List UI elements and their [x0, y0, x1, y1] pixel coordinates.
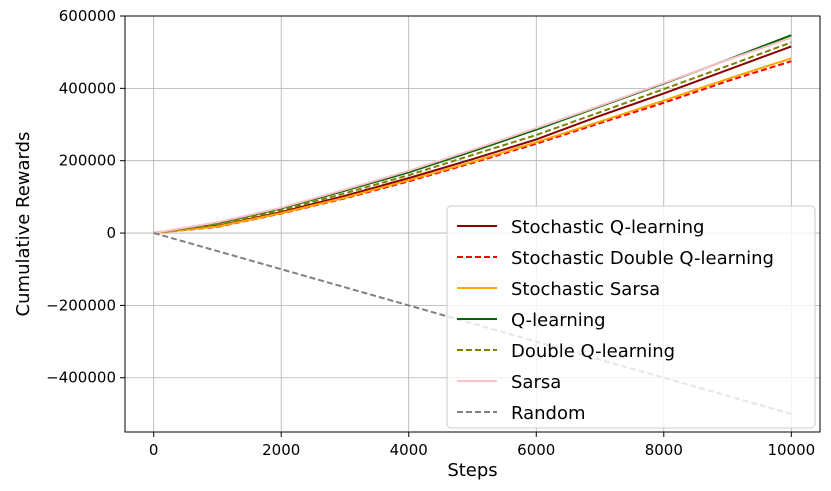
legend-label: Stochastic Sarsa: [511, 279, 660, 300]
x-tick-label: 4000: [390, 441, 428, 459]
series-line-stochastic-q-learning: [153, 45, 792, 234]
axis-ticks: 0 2000 4000 6000 8000 10000 −400000 −200000 0 200…: [46, 7, 815, 459]
legend-label: Double Q-learning: [511, 341, 675, 362]
legend-label: Sarsa: [511, 372, 561, 393]
y-tick-label: −200000: [46, 296, 116, 314]
y-tick-label: 400000: [59, 79, 116, 97]
series-lines: [153, 34, 792, 415]
legend-label: Stochastic Q-learning: [511, 217, 704, 238]
y-tick-label: 600000: [59, 7, 116, 25]
series-line-stochastic-sarsa: [153, 57, 792, 234]
legend-box: [446, 205, 816, 429]
x-tick-label: 8000: [645, 441, 683, 459]
y-tick-label: −400000: [46, 369, 116, 387]
x-axis-label: Steps: [447, 460, 497, 481]
x-tick-label: 6000: [517, 441, 555, 459]
y-axis-label: Cumulative Rewards: [13, 132, 34, 317]
y-tick-label: 0: [106, 224, 116, 242]
legend: Stochastic Q-learning Stochastic Double Q…: [446, 205, 816, 429]
plot-frame: [124, 15, 821, 433]
x-tick-label: 0: [149, 441, 159, 459]
y-tick-label: 200000: [59, 152, 116, 170]
series-line-sarsa: [153, 36, 792, 234]
legend-label: Q-learning: [511, 310, 606, 331]
series-line-double-q-learning: [153, 41, 792, 234]
x-tick-label: 10000: [767, 441, 815, 459]
series-line-q-learning: [153, 34, 792, 234]
x-tick-label: 2000: [262, 441, 300, 459]
legend-label: Random: [511, 403, 586, 424]
series-line-stochastic-double-q-learning: [153, 60, 792, 234]
legend-label: Stochastic Double Q-learning: [511, 248, 774, 269]
